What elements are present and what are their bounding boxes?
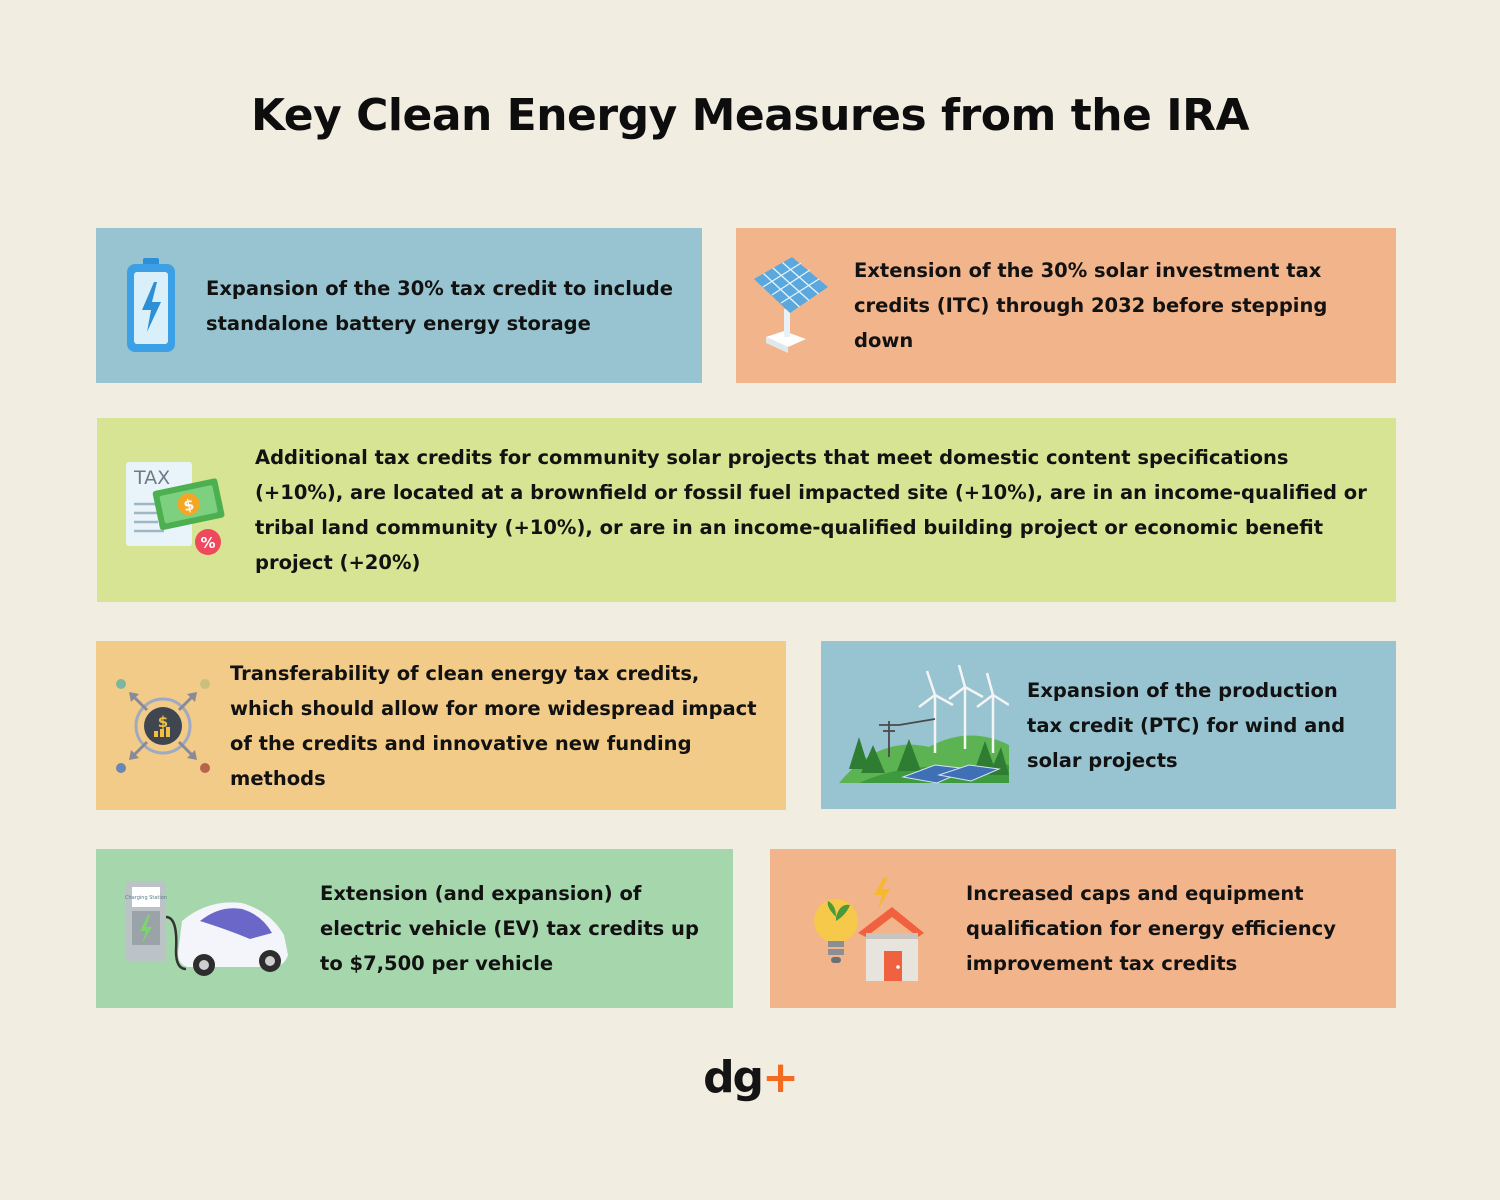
card-battery-storage: Expansion of the 30% tax credit to inclu…: [96, 228, 702, 383]
card-text: Extension of the 30% solar investment ta…: [854, 259, 1328, 352]
battery-icon: [96, 228, 206, 383]
dollar-label: $: [158, 713, 168, 731]
percent-label: %: [200, 534, 215, 552]
logo-accent: +: [762, 1052, 799, 1103]
ev-charging-icon: Charging Station: [96, 849, 320, 1008]
efficient-home-icon: [770, 849, 966, 1008]
page-title: Key Clean Energy Measures from the IRA: [250, 90, 1250, 141]
dollar-label: $: [182, 495, 196, 515]
card-text: Expansion of the production tax credit (…: [1027, 678, 1346, 772]
solar-panel-icon: [736, 228, 854, 383]
card-text: Additional tax credits for community sol…: [255, 446, 1367, 574]
wind-solar-landscape-icon: [821, 641, 1027, 809]
tax-label: TAX: [133, 467, 170, 489]
card-ev-credits: Charging Station Extension (and expansio…: [96, 849, 733, 1008]
card-text: Increased caps and equipment qualificati…: [966, 882, 1336, 975]
card-solar-itc: Extension of the 30% solar investment ta…: [736, 228, 1396, 383]
money-transfer-icon: $: [96, 641, 230, 810]
card-transferability: $ Transferability of clean energy tax cr…: [96, 641, 786, 810]
dg-logo: dg+: [0, 1052, 1500, 1103]
card-community-solar: TAX $ % Additional tax credits for commu…: [97, 418, 1396, 602]
card-ptc: Expansion of the production tax credit (…: [821, 641, 1396, 809]
card-text: Expansion of the 30% tax credit to inclu…: [206, 276, 673, 335]
charging-label: Charging Station: [125, 895, 167, 901]
card-energy-efficiency: Increased caps and equipment qualificati…: [770, 849, 1396, 1008]
tax-money-icon: TAX $ %: [97, 418, 255, 602]
card-text: Transferability of clean energy tax cred…: [230, 661, 757, 790]
logo-main: dg: [703, 1052, 764, 1103]
card-text: Extension (and expansion) of electric ve…: [320, 882, 699, 975]
